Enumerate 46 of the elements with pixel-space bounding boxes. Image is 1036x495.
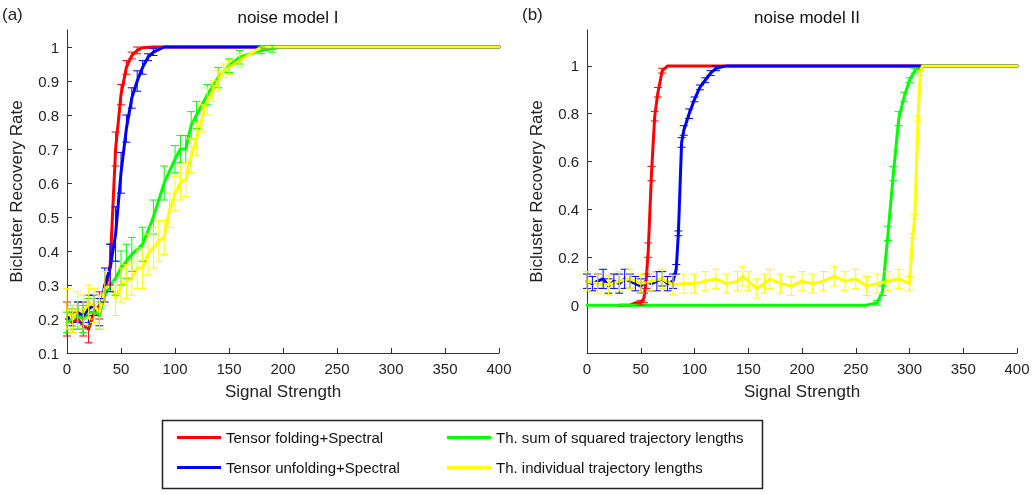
legend-label: Th. individual trajectory lengths <box>496 459 703 476</box>
y-tick-label: 0.2 <box>558 248 579 266</box>
y-tick-label: 0.6 <box>38 174 59 192</box>
chart-title: noise model I <box>237 8 339 27</box>
x-tick-label: 250 <box>324 360 350 377</box>
chart-title: noise model II <box>754 8 860 27</box>
y-tick-label: 1 <box>50 38 59 56</box>
y-tick-label: 0.5 <box>38 208 59 226</box>
x-tick-label: 250 <box>843 360 869 377</box>
y-tick-label: 0 <box>570 296 579 314</box>
x-tick-label: 300 <box>378 360 404 377</box>
legend-label: Th. sum of squared trajectory lengths <box>496 429 744 446</box>
x-tick-label: 0 <box>582 360 592 377</box>
y-tick-label: 0.8 <box>38 106 59 124</box>
x-tick-label: 150 <box>735 360 761 377</box>
legend-label: Tensor folding+Spectral <box>226 429 384 446</box>
y-axis-title: Bicluster Recovery Rate <box>527 100 546 283</box>
y-tick-label: 0.7 <box>38 140 59 158</box>
x-tick-label: 200 <box>789 360 815 377</box>
x-tick-label: 400 <box>486 360 512 377</box>
y-tick-label: 0.9 <box>38 72 59 90</box>
y-tick-label: 0.4 <box>38 242 59 260</box>
y-tick-label: 0.4 <box>558 200 579 218</box>
y-tick-label: 0.2 <box>38 310 59 328</box>
y-tick-label: 0.3 <box>38 276 59 294</box>
x-tick-label: 400 <box>1004 360 1030 377</box>
y-tick-label: 0.6 <box>558 153 579 171</box>
x-tick-label: 350 <box>432 360 458 377</box>
x-tick-label: 0 <box>62 360 72 377</box>
x-axis-title: Signal Strength <box>743 382 861 401</box>
x-tick-label: 150 <box>216 360 242 377</box>
x-tick-label: 200 <box>270 360 296 377</box>
text: (a) <box>2 5 23 24</box>
x-tick-label: 50 <box>112 360 130 377</box>
x-tick-label: 100 <box>681 360 708 377</box>
y-tick-label: 0.8 <box>558 105 579 123</box>
x-tick-label: 300 <box>896 360 923 377</box>
x-tick-label: 350 <box>950 360 976 377</box>
text: (b) <box>522 5 543 24</box>
legend-label: Tensor unfolding+Spectral <box>226 459 400 476</box>
y-tick-label: 1 <box>570 57 579 75</box>
x-tick-label: 100 <box>162 360 188 377</box>
y-axis-title: Bicluster Recovery Rate <box>7 100 26 283</box>
y-tick-label: 0.1 <box>38 344 59 362</box>
x-tick-label: 50 <box>632 360 650 377</box>
x-axis-title: Signal Strength <box>224 382 342 401</box>
